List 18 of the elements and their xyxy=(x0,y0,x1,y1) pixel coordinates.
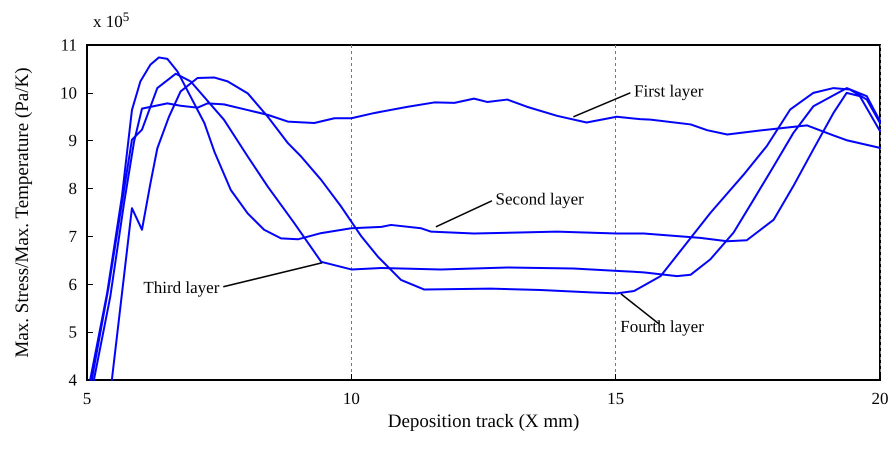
y-tick-label: 4 xyxy=(68,370,78,390)
y-axis-title: Max. Stress/Max. Temperature (Pa/K) xyxy=(12,67,33,358)
y-tick-label: 10 xyxy=(60,83,77,102)
annotation: Fourth layer xyxy=(620,316,704,336)
y-tick-label: 5 xyxy=(68,322,77,342)
x-tick-label: 5 xyxy=(82,389,92,408)
x-axis-title: Deposition track (X mm) xyxy=(388,410,580,432)
y-tick-label: 8 xyxy=(68,179,77,198)
y-tick-label: 9 xyxy=(68,131,77,150)
annotation: Second layer xyxy=(496,190,584,209)
x-tick-label: 10 xyxy=(342,389,360,408)
y-tick-label: 7 xyxy=(68,226,78,246)
y-tick-label: 6 xyxy=(68,274,77,294)
x-tick-label: 15 xyxy=(607,389,624,408)
x-tick-label: 20 xyxy=(872,389,888,408)
annotation: First layer xyxy=(634,82,704,101)
annotation: Third layer xyxy=(143,278,220,298)
y-tick-label: 11 xyxy=(60,36,77,54)
